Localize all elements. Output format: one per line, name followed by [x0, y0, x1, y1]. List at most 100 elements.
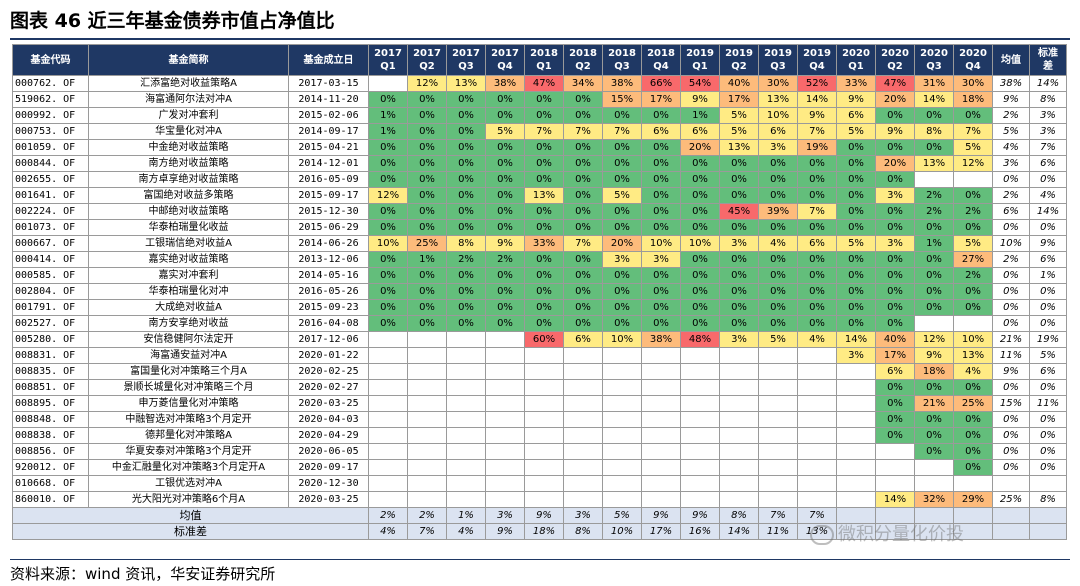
row-mean	[992, 475, 1030, 492]
quarter-value	[407, 475, 447, 492]
inception-date: 2014-05-16	[288, 267, 369, 284]
quarter-value: 7%	[953, 123, 993, 140]
source-note: 资料来源：wind 资讯，华安证券研究所	[10, 565, 276, 583]
footer-value: 7%	[758, 507, 798, 524]
quarter-value	[524, 459, 564, 476]
quarter-value	[407, 331, 447, 348]
inception-date: 2020-02-25	[288, 363, 369, 380]
row-std: 6%	[1029, 251, 1067, 268]
quarter-value: 3%	[641, 251, 681, 268]
quarter-value: 0%	[368, 283, 408, 300]
footer-value: 9%	[485, 523, 525, 540]
quarter-value	[368, 75, 408, 92]
quarter-value: 0%	[953, 443, 993, 460]
quarter-value: 0%	[485, 187, 525, 204]
quarter-value: 29%	[953, 491, 993, 508]
quarter-value: 0%	[602, 283, 642, 300]
quarter-value: 9%	[485, 235, 525, 252]
quarter-value: 5%	[719, 107, 759, 124]
footer-value	[914, 523, 954, 540]
footer-value: 10%	[602, 523, 642, 540]
footer-label: 标准差	[12, 523, 369, 540]
fund-name: 海富通阿尔法对冲A	[88, 91, 289, 108]
quarter-value: 0%	[641, 171, 681, 188]
fund-code: 000762. OF	[12, 75, 89, 92]
row-mean: 9%	[992, 91, 1030, 108]
quarter-value: 2%	[446, 251, 486, 268]
quarter-value: 0%	[680, 187, 720, 204]
quarter-value: 0%	[836, 139, 876, 156]
quarter-value: 0%	[914, 251, 954, 268]
table-row: 001641. OF 富国绝对收益多策略 2015-09-17 12% 0% 0% 0% 13…	[12, 187, 1067, 204]
table-row: 002804. OF 华泰柏瑞量化对冲 2016-05-26 0% 0% 0% 0% 0% 0%…	[12, 283, 1067, 300]
column-header: 2020 Q1	[836, 44, 876, 76]
quarter-value	[680, 411, 720, 428]
quarter-value	[680, 443, 720, 460]
quarter-value: 0%	[485, 107, 525, 124]
quarter-value	[875, 475, 915, 492]
quarter-value: 14%	[875, 491, 915, 508]
quarter-value: 0%	[485, 171, 525, 188]
quarter-value: 33%	[524, 235, 564, 252]
wechat-icon	[810, 525, 834, 545]
quarter-value: 14%	[914, 91, 954, 108]
table-footer: 均值 2% 2% 1% 3% 9% 3% 5% 9% 9% 8% 7% 7% 标准差 4% 7% 4% 9% 18%…	[12, 507, 1067, 540]
quarter-value: 13%	[953, 347, 993, 364]
fund-code: 008838. OF	[12, 427, 89, 444]
footer-row: 均值 2% 2% 1% 3% 9% 3% 5% 9% 9% 8% 7% 7%	[12, 507, 1067, 524]
quarter-value: 25%	[953, 395, 993, 412]
quarter-value: 5%	[953, 139, 993, 156]
quarter-value: 54%	[680, 75, 720, 92]
quarter-value	[485, 427, 525, 444]
quarter-value: 9%	[875, 123, 915, 140]
row-std: 0%	[1029, 459, 1067, 476]
quarter-value: 0%	[446, 315, 486, 332]
quarter-value: 3%	[875, 187, 915, 204]
quarter-value	[836, 395, 876, 412]
footer-value: 8%	[563, 523, 603, 540]
column-header: 标准差	[1029, 44, 1067, 76]
quarter-value	[719, 363, 759, 380]
quarter-value	[680, 491, 720, 508]
footer-value: 9%	[641, 507, 681, 524]
quarter-value: 0%	[446, 123, 486, 140]
quarter-value	[641, 475, 681, 492]
quarter-value: 13%	[524, 187, 564, 204]
row-std: 4%	[1029, 187, 1067, 204]
quarter-value: 0%	[641, 315, 681, 332]
fund-name: 景顺长城量化对冲策略三个月	[88, 379, 289, 396]
inception-date: 2017-03-15	[288, 75, 369, 92]
quarter-value: 7%	[563, 235, 603, 252]
quarter-value: 0%	[563, 171, 603, 188]
quarter-value	[563, 379, 603, 396]
quarter-value: 7%	[602, 123, 642, 140]
quarter-value: 0%	[797, 171, 837, 188]
quarter-value: 4%	[797, 331, 837, 348]
quarter-value: 0%	[407, 219, 447, 236]
quarter-value: 13%	[719, 139, 759, 156]
quarter-value: 0%	[524, 171, 564, 188]
fund-code: 010668. OF	[12, 475, 89, 492]
footer-value: 2%	[368, 507, 408, 524]
table-row: 008838. OF 德邦量化对冲策略A 2020-04-29 0% 0% 0% 0% 0%	[12, 427, 1067, 444]
inception-date: 2020-02-27	[288, 379, 369, 396]
quarter-value: 9%	[914, 347, 954, 364]
footer-value: 16%	[680, 523, 720, 540]
fund-name: 南方卓享绝对收益策略	[88, 171, 289, 188]
quarter-value: 0%	[524, 91, 564, 108]
row-mean: 2%	[992, 251, 1030, 268]
quarter-value: 2%	[914, 187, 954, 204]
quarter-value: 0%	[602, 203, 642, 220]
fund-code: 001059. OF	[12, 139, 89, 156]
quarter-value: 17%	[875, 347, 915, 364]
footer-row: 标准差 4% 7% 4% 9% 18% 8% 10% 17% 16% 14% 11% 13%	[12, 523, 1067, 540]
quarter-value: 0%	[875, 171, 915, 188]
quarter-value: 10%	[680, 235, 720, 252]
footer-value	[836, 523, 876, 540]
quarter-value: 0%	[875, 427, 915, 444]
quarter-value	[485, 363, 525, 380]
inception-date: 2020-01-22	[288, 347, 369, 364]
fund-name: 富国量化对冲策略三个月A	[88, 363, 289, 380]
column-header: 2017 Q3	[446, 44, 486, 76]
inception-date: 2014-09-17	[288, 123, 369, 140]
